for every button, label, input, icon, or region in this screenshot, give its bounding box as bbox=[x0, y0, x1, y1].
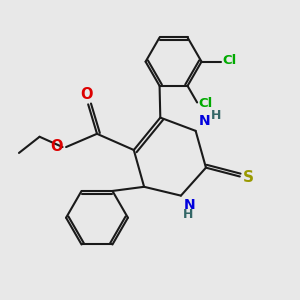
Text: N: N bbox=[199, 114, 210, 128]
Text: O: O bbox=[80, 87, 93, 102]
Text: N: N bbox=[183, 198, 195, 212]
Text: O: O bbox=[50, 139, 62, 154]
Text: Cl: Cl bbox=[222, 54, 236, 67]
Text: S: S bbox=[243, 170, 254, 185]
Text: H: H bbox=[211, 109, 221, 122]
Text: Cl: Cl bbox=[199, 98, 213, 110]
Text: H: H bbox=[183, 208, 194, 221]
